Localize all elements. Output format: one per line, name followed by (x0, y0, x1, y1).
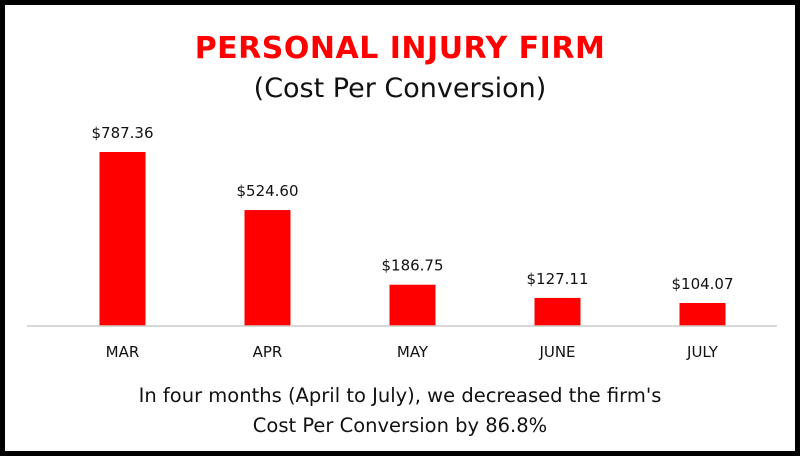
value-label-may: $186.75 (381, 257, 443, 275)
caption-line-2: Cost Per Conversion by 86.8% (252, 414, 548, 437)
bar-apr (244, 210, 291, 326)
bar-chart: $787.36 MAR $524.60 APR $186.75 MAY $127.11 JUN… (27, 124, 777, 361)
category-label-apr: APR (253, 343, 283, 361)
caption-line-1: In four months (April to July), we decre… (138, 384, 662, 407)
value-label-july: $104.07 (671, 275, 733, 293)
value-label-apr: $524.60 (236, 182, 298, 200)
category-label-may: MAY (397, 343, 429, 361)
chart-caption: In four months (April to July), we decre… (5, 381, 795, 441)
chart-subtitle: (Cost Per Conversion) (253, 73, 547, 104)
value-label-mar: $787.36 (91, 124, 153, 142)
bar-june (534, 297, 581, 326)
chart-title: PERSONAL INJURY FIRM (194, 31, 606, 66)
value-label-june: $127.11 (526, 270, 588, 288)
labels-group: $787.36 MAR $524.60 APR $186.75 MAY $127.11 JUN… (91, 124, 733, 361)
category-label-mar: MAR (106, 343, 140, 361)
bar-may (389, 284, 436, 326)
category-label-july: JULY (686, 343, 719, 361)
bar-july (679, 303, 726, 326)
category-label-june: JUNE (538, 343, 575, 361)
bars-group (99, 152, 726, 326)
bar-mar (99, 152, 146, 326)
